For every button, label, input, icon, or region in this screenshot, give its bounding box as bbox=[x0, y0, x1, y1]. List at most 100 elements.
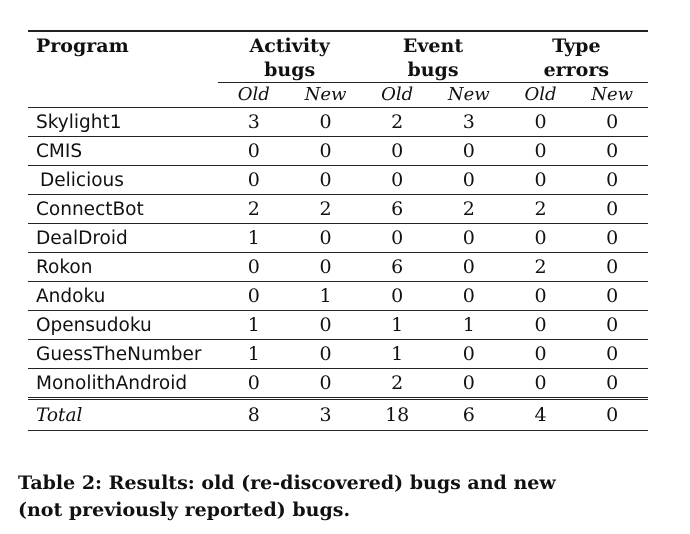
event-new-value: 2 bbox=[432, 194, 505, 224]
event-new-value: 0 bbox=[432, 281, 505, 311]
event-bugs-header-line2: bugs bbox=[407, 59, 459, 81]
type-errors-header-line2: errors bbox=[543, 59, 610, 81]
activity-old-value: 0 bbox=[218, 165, 290, 195]
activity-old-value: 0 bbox=[218, 368, 290, 399]
activity-new-value: 0 bbox=[289, 368, 362, 399]
table-row: DealDroid 1 0 0 0 0 0 bbox=[28, 223, 648, 253]
table-row: CMIS 0 0 0 0 0 0 bbox=[28, 136, 648, 166]
activity-old-value: 1 bbox=[218, 223, 290, 253]
activity-new-value: 0 bbox=[289, 310, 362, 340]
activity-old-value: 0 bbox=[218, 136, 290, 166]
table-row: Skylight1 3 0 2 3 0 0 bbox=[28, 107, 648, 137]
type-new-value: 0 bbox=[576, 165, 648, 195]
event-old-value: 6 bbox=[361, 194, 433, 224]
event-old-value: 0 bbox=[361, 281, 433, 311]
activity-new-value: 0 bbox=[289, 252, 362, 282]
results-table: Program Activity bugs Event bugs Type er… bbox=[28, 30, 648, 431]
event-new-value: 0 bbox=[432, 223, 505, 253]
subheader-activity-old: Old bbox=[218, 82, 290, 108]
type-old-value: 0 bbox=[504, 310, 577, 340]
type-old-value: 0 bbox=[504, 223, 577, 253]
total-activity-old: 8 bbox=[218, 397, 290, 431]
type-old-value: 0 bbox=[504, 107, 577, 137]
type-new-value: 0 bbox=[576, 339, 648, 369]
table-row: MonolithAndroid 0 0 2 0 0 0 bbox=[28, 368, 648, 399]
activity-old-value: 3 bbox=[218, 107, 290, 137]
event-old-value: 6 bbox=[361, 252, 433, 282]
caption-line2: (not previously reported) bugs. bbox=[18, 499, 351, 521]
activity-old-value: 1 bbox=[218, 310, 290, 340]
program-name: DealDroid bbox=[28, 223, 218, 253]
program-column-header: Program bbox=[36, 35, 129, 57]
activity-bugs-header-line1: Activity bbox=[249, 35, 330, 57]
type-errors-header: Type errors bbox=[505, 31, 648, 83]
total-row: Total 8 3 18 6 4 0 bbox=[28, 397, 648, 431]
activity-new-value: 0 bbox=[289, 339, 362, 369]
program-name: Skylight1 bbox=[28, 107, 218, 137]
subheader-row: Old New Old New Old New bbox=[28, 82, 648, 108]
event-new-value: 1 bbox=[432, 310, 505, 340]
type-new-value: 0 bbox=[576, 252, 648, 282]
type-new-value: 0 bbox=[576, 107, 648, 137]
program-name: CMIS bbox=[28, 136, 218, 166]
event-bugs-header: Event bugs bbox=[361, 31, 504, 83]
program-name: Rokon bbox=[28, 252, 218, 282]
type-new-value: 0 bbox=[576, 194, 648, 224]
event-new-value: 0 bbox=[432, 252, 505, 282]
type-new-value: 0 bbox=[576, 310, 648, 340]
activity-new-value: 2 bbox=[289, 194, 362, 224]
event-new-value: 0 bbox=[432, 339, 505, 369]
type-errors-header-line1: Type bbox=[552, 35, 601, 57]
event-old-value: 2 bbox=[361, 107, 433, 137]
type-new-value: 0 bbox=[576, 223, 648, 253]
activity-new-value: 1 bbox=[289, 281, 362, 311]
event-old-value: 0 bbox=[361, 136, 433, 166]
total-type-old: 4 bbox=[504, 397, 577, 431]
table-row: Andoku 0 1 0 0 0 0 bbox=[28, 281, 648, 311]
activity-old-value: 2 bbox=[218, 194, 290, 224]
total-label: Total bbox=[28, 397, 218, 431]
activity-bugs-header: Activity bugs bbox=[218, 31, 361, 83]
table-row: Delicious 0 0 0 0 0 0 bbox=[28, 165, 648, 195]
type-new-value: 0 bbox=[576, 136, 648, 166]
table-row: Opensudoku 1 0 1 1 0 0 bbox=[28, 310, 648, 340]
total-event-new: 6 bbox=[432, 397, 505, 431]
event-new-value: 0 bbox=[432, 136, 505, 166]
type-old-value: 2 bbox=[504, 194, 577, 224]
total-event-old: 18 bbox=[361, 397, 433, 431]
table-row: ConnectBot 2 2 6 2 2 0 bbox=[28, 194, 648, 224]
table-body: Skylight1 3 0 2 3 0 0 CMIS 0 0 0 0 0 0 D… bbox=[28, 107, 648, 431]
type-old-value: 0 bbox=[504, 165, 577, 195]
table-row: Rokon 0 0 6 0 2 0 bbox=[28, 252, 648, 282]
event-new-value: 0 bbox=[432, 368, 505, 399]
subheader-type-new: New bbox=[576, 82, 648, 108]
event-old-value: 0 bbox=[361, 223, 433, 253]
program-name: Opensudoku bbox=[28, 310, 218, 340]
table-caption: Table 2: Results: old (re-discovered) bu… bbox=[18, 470, 668, 524]
table-row: GuessTheNumber 1 0 1 0 0 0 bbox=[28, 339, 648, 369]
type-old-value: 0 bbox=[504, 136, 577, 166]
caption-line1: Table 2: Results: old (re-discovered) bu… bbox=[18, 472, 556, 494]
event-new-value: 0 bbox=[432, 165, 505, 195]
activity-old-value: 1 bbox=[218, 339, 290, 369]
program-name: ConnectBot bbox=[28, 194, 218, 224]
subheader-event-new: New bbox=[432, 82, 505, 108]
type-old-value: 0 bbox=[504, 368, 577, 399]
total-type-new: 0 bbox=[576, 397, 648, 431]
activity-old-value: 0 bbox=[218, 252, 290, 282]
subheader-type-old: Old bbox=[504, 82, 577, 108]
program-name: Andoku bbox=[28, 281, 218, 311]
event-bugs-header-line1: Event bbox=[402, 35, 464, 57]
event-old-value: 2 bbox=[361, 368, 433, 399]
activity-new-value: 0 bbox=[289, 136, 362, 166]
total-activity-new: 3 bbox=[289, 397, 362, 431]
results-table-container: Program Activity bugs Event bugs Type er… bbox=[28, 30, 648, 431]
type-old-value: 0 bbox=[504, 339, 577, 369]
event-old-value: 1 bbox=[361, 339, 433, 369]
activity-old-value: 0 bbox=[218, 281, 290, 311]
program-name: MonolithAndroid bbox=[28, 368, 218, 399]
subheader-event-old: Old bbox=[361, 82, 433, 108]
type-new-value: 0 bbox=[576, 368, 648, 399]
type-new-value: 0 bbox=[576, 281, 648, 311]
activity-new-value: 0 bbox=[289, 107, 362, 137]
